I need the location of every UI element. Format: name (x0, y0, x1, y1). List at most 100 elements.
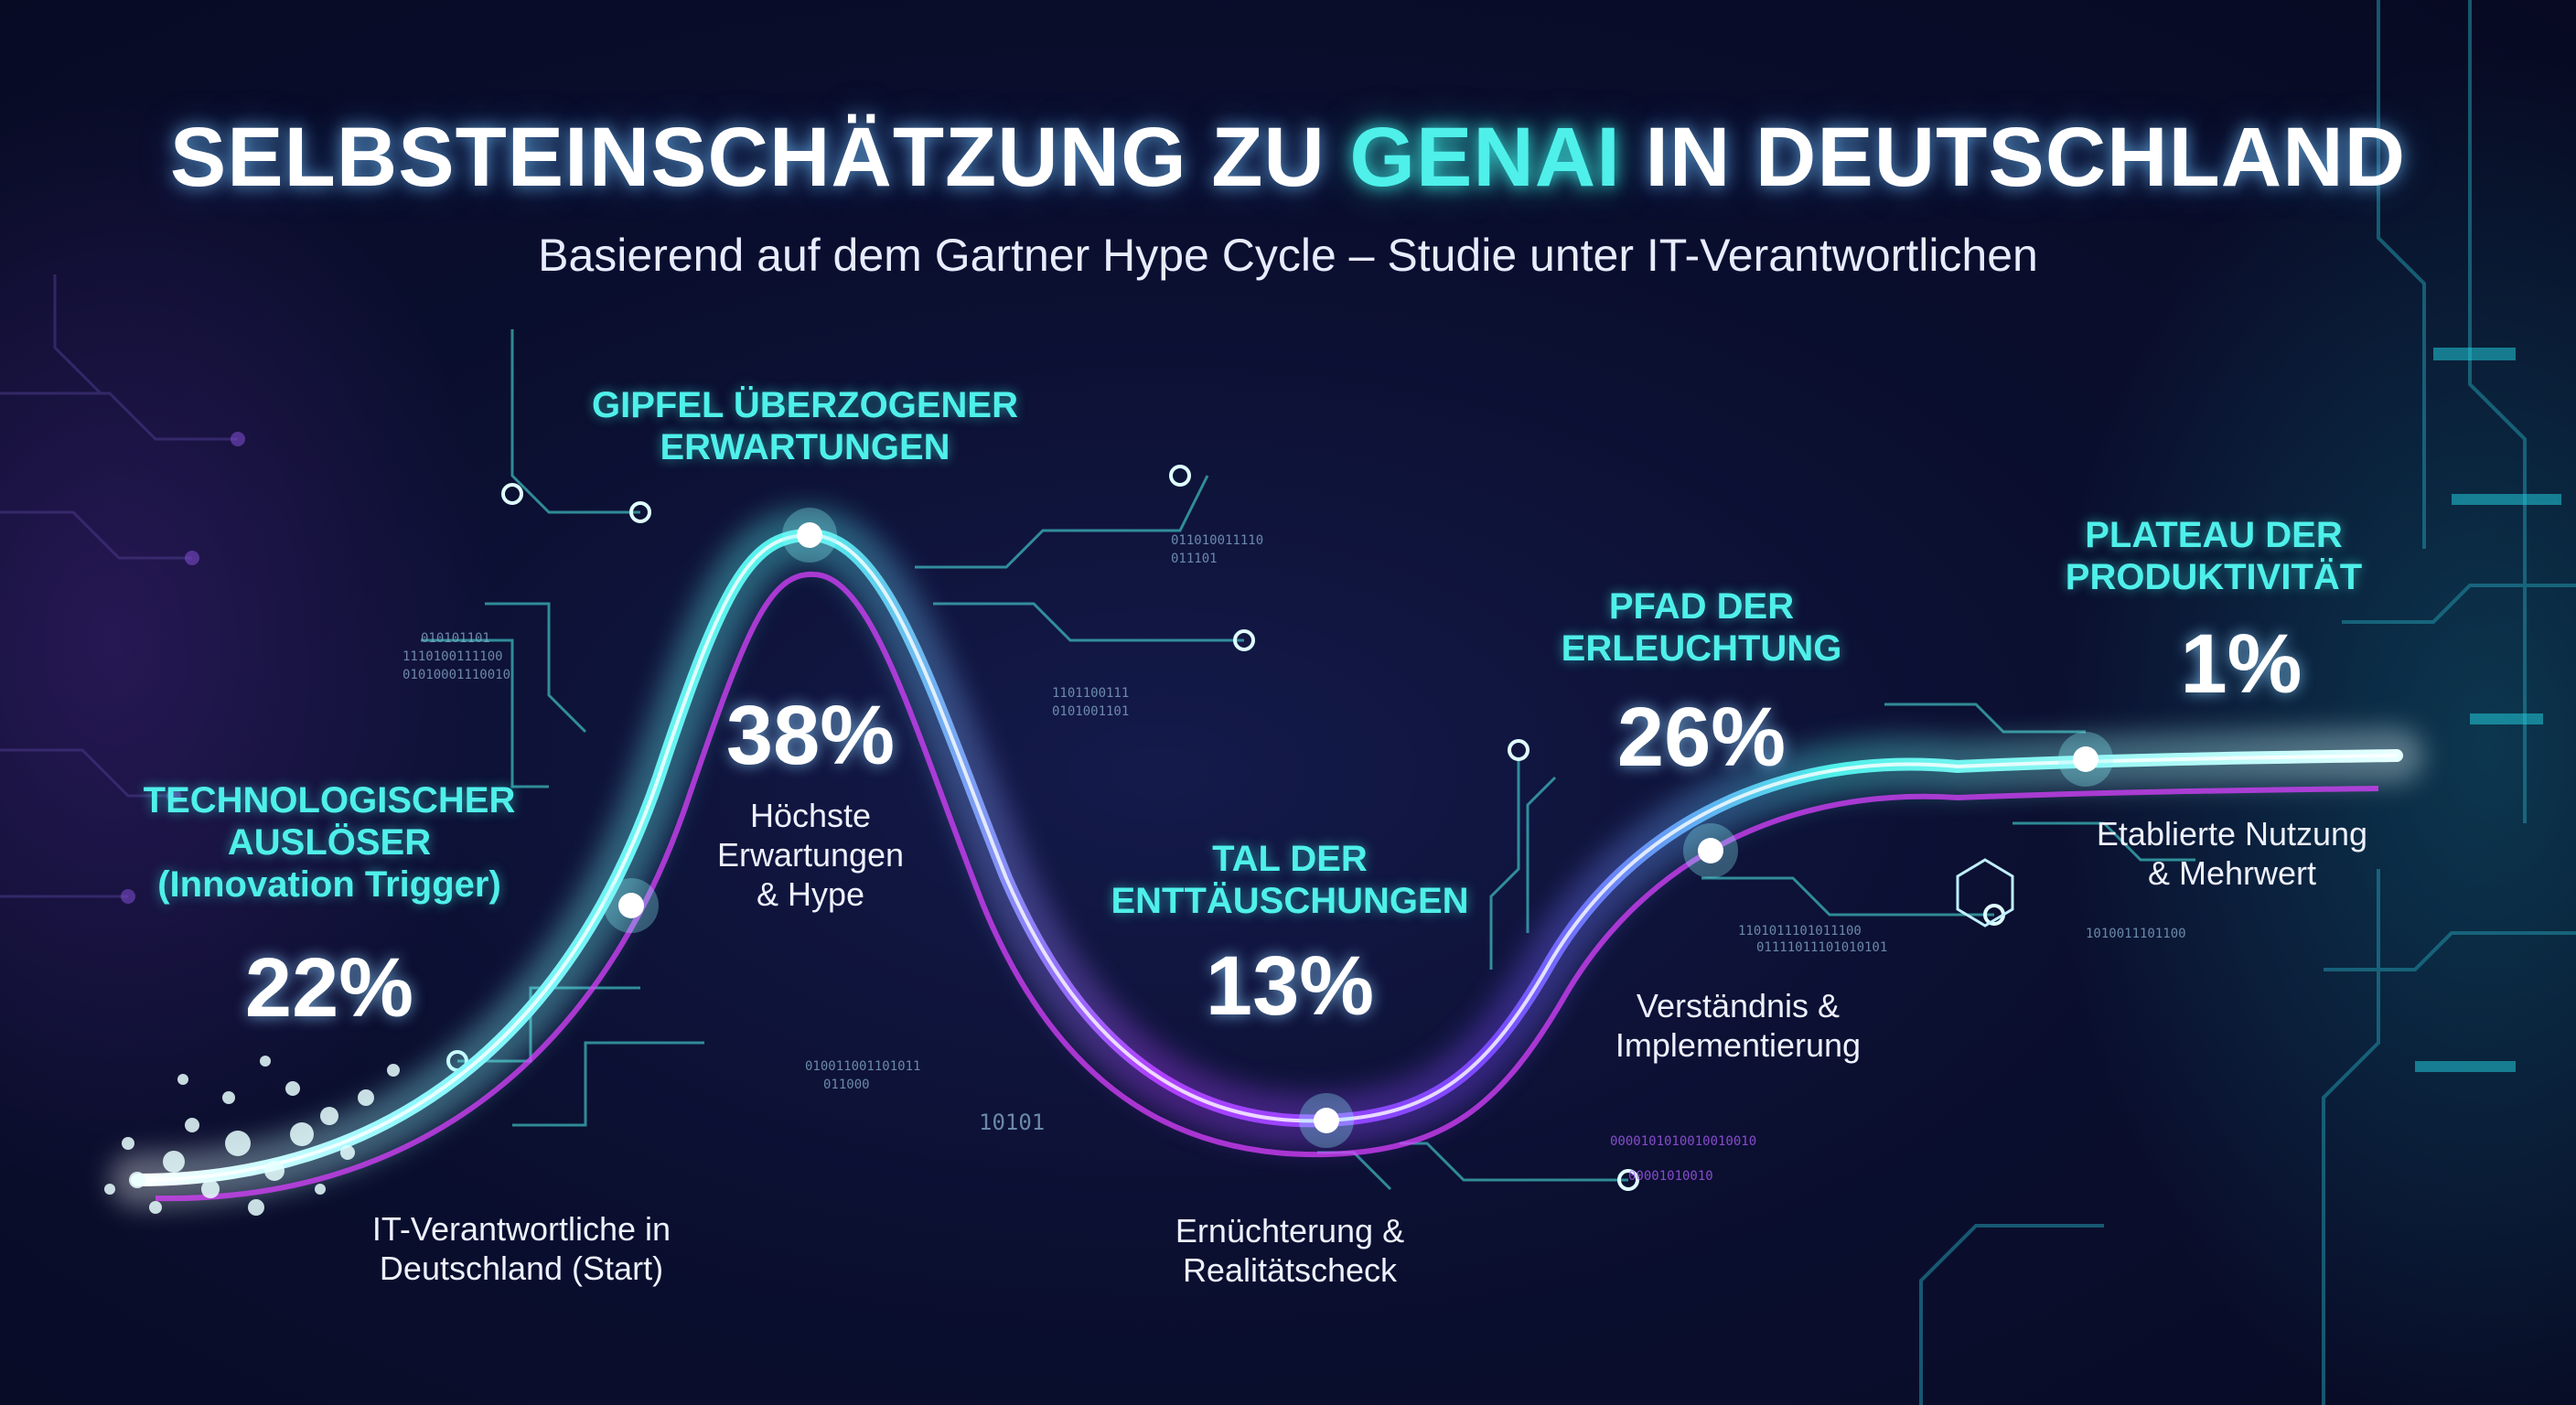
circuit-trace (485, 602, 587, 734)
circuit-trace (1317, 1151, 1392, 1191)
data-point (1698, 838, 1723, 863)
circuit-node (1169, 465, 1191, 487)
desc-plateau: Etablierte Nutzung & Mehrwert (2049, 814, 2415, 893)
binary-text: 011101 (1171, 552, 1218, 566)
phase-label-plateau: PLATEAU DER PRODUKTIVITÄT (2012, 514, 2415, 598)
phase-label-line: PFAD DER (1608, 586, 1795, 627)
phase-label-line: (Innovation Trigger) (157, 864, 501, 905)
particle (387, 1064, 400, 1077)
binary-text: 01111011101010101 (1756, 940, 1887, 955)
circuit-node (501, 483, 523, 505)
particle (264, 1161, 284, 1181)
desc-line: Erwartungen (716, 836, 905, 874)
binary-text: 010011001101011 (805, 1059, 920, 1074)
particle (185, 1118, 199, 1132)
binary-text: 10101 (979, 1110, 1045, 1135)
value-label-peak: 38% (725, 689, 896, 782)
circuit-trace (1701, 876, 1994, 917)
desc-line: & Mehrwert (2147, 854, 2317, 892)
page-subtitle: Basierend auf dem Gartner Hype Cycle – S… (538, 230, 2038, 281)
binary-text: 1010011101100 (2086, 927, 2186, 941)
title-prefix: SELBSTEINSCHÄTZUNG ZU (169, 111, 1350, 204)
particle (225, 1131, 251, 1156)
particle (248, 1199, 264, 1216)
value-label-trigger: 22% (244, 941, 414, 1035)
particle (315, 1184, 326, 1195)
circuit-trace (1400, 1142, 1628, 1182)
circuit-trace (915, 475, 1209, 569)
phase-label-peak: GIPFEL ÜBERZOGENER ERWARTUNGEN (549, 384, 1061, 468)
particle (320, 1107, 338, 1125)
desc-line: Ernüchterung & (1175, 1212, 1405, 1249)
desc-slope: Verständnis & Implementierung (1555, 986, 1921, 1065)
title-highlight: GENAI (1349, 111, 1621, 204)
particle (285, 1081, 300, 1096)
hype-curve-outer (155, 571, 2379, 1202)
particle (104, 1184, 115, 1195)
value-label-plateau: 1% (2180, 617, 2302, 711)
data-point (618, 893, 644, 918)
circuit-trace (933, 602, 1244, 642)
phase-label-line: GIPFEL ÜBERZOGENER (592, 385, 1018, 425)
binary-text: 011000 (823, 1078, 870, 1092)
phase-label-line: AUSLÖSER (227, 822, 432, 863)
desc-line: IT-Verantwortliche in (371, 1210, 671, 1248)
particle (201, 1180, 220, 1198)
phase-label-trough: TAL DER ENTTÄUSCHUNGEN (1079, 838, 1500, 922)
circuit-trace (1489, 759, 1520, 970)
circuit-trace (421, 638, 549, 788)
phase-label-trigger: TECHNOLOGISCHER AUSLÖSER (Innovation Tri… (119, 779, 540, 906)
phase-label-line: TECHNOLOGISCHER (143, 780, 516, 820)
data-point (1314, 1108, 1339, 1133)
desc-peak: Höchste Erwartungen & Hype (673, 796, 948, 914)
desc-line: Verständnis & (1636, 987, 1841, 1024)
desc-line: Etablierte Nutzung (2096, 815, 2368, 853)
particle (222, 1091, 235, 1104)
desc-line: Höchste (749, 797, 872, 834)
particle (163, 1151, 185, 1173)
data-point (797, 522, 822, 548)
particle-cluster (104, 1056, 400, 1216)
particle (122, 1137, 134, 1150)
circuit-trace (1884, 702, 2086, 734)
binary-decor: 010101101 1110100111100 01010001110010 0110… (402, 329, 2195, 1191)
binary-text: 011010011110 (1171, 533, 1263, 548)
circuit-node (1233, 629, 1255, 651)
particle (260, 1056, 271, 1067)
phase-label-line: PLATEAU DER (2085, 515, 2343, 555)
particle (290, 1122, 314, 1146)
phase-label-slope: PFAD DER ERLEUCHTUNG (1519, 585, 1884, 670)
phase-label-line: ENTTÄUSCHUNGEN (1111, 881, 1469, 921)
circuit-trace (2012, 821, 2195, 862)
desc-line: & Hype (756, 875, 865, 913)
data-point (2073, 746, 2098, 772)
binary-text: 010101101 (421, 631, 490, 646)
page-title: SELBSTEINSCHÄTZUNG ZU GENAI IN DEUTSCHLA… (0, 110, 2576, 206)
binary-text: 01010001110010 (402, 668, 510, 682)
particle (358, 1089, 374, 1106)
circuit-trace (1526, 776, 1557, 933)
binary-text: 1101100111 (1052, 686, 1129, 701)
circuit-node (629, 501, 651, 523)
desc-trough: Ernüchterung & Realitätscheck (1107, 1211, 1473, 1290)
circuit-node (1617, 1169, 1639, 1191)
particle (149, 1201, 162, 1214)
value-label-trough: 13% (1205, 939, 1375, 1033)
particle (177, 1074, 188, 1085)
phase-label-line: TAL DER (1212, 839, 1368, 879)
desc-line: Deutschland (Start) (379, 1249, 664, 1287)
phase-label-line: ERWARTUNGEN (660, 427, 950, 467)
particle (340, 1145, 355, 1160)
circuit-trace (512, 1041, 704, 1127)
value-label-slope: 26% (1616, 691, 1787, 784)
binary-text: 1101011101011100 (1738, 924, 1862, 938)
circuit-trace (510, 329, 640, 514)
binary-text: 0101001101 (1052, 704, 1129, 719)
circuit-node (1508, 739, 1530, 761)
particle (129, 1172, 145, 1188)
hexagon-icon (1956, 858, 2014, 928)
binary-text: 0000101010010010010 (1610, 1134, 1756, 1149)
binary-text: 00001010010 (1628, 1169, 1713, 1184)
title-suffix: IN DEUTSCHLAND (1620, 111, 2407, 204)
